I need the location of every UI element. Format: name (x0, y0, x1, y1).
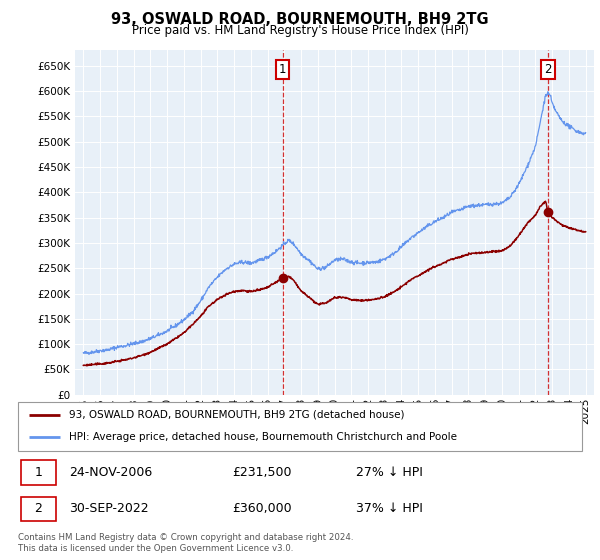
Text: 2: 2 (34, 502, 42, 515)
Text: 2: 2 (544, 63, 552, 76)
Text: 93, OSWALD ROAD, BOURNEMOUTH, BH9 2TG (detached house): 93, OSWALD ROAD, BOURNEMOUTH, BH9 2TG (d… (69, 410, 404, 420)
Text: £360,000: £360,000 (232, 502, 292, 515)
Text: Contains HM Land Registry data © Crown copyright and database right 2024.
This d: Contains HM Land Registry data © Crown c… (18, 533, 353, 553)
Text: 1: 1 (34, 466, 42, 479)
Text: 24-NOV-2006: 24-NOV-2006 (69, 466, 152, 479)
Text: 1: 1 (279, 63, 286, 76)
Text: £231,500: £231,500 (232, 466, 292, 479)
Text: 93, OSWALD ROAD, BOURNEMOUTH, BH9 2TG: 93, OSWALD ROAD, BOURNEMOUTH, BH9 2TG (111, 12, 489, 27)
Text: 27% ↓ HPI: 27% ↓ HPI (356, 466, 423, 479)
Text: HPI: Average price, detached house, Bournemouth Christchurch and Poole: HPI: Average price, detached house, Bour… (69, 432, 457, 442)
Text: 37% ↓ HPI: 37% ↓ HPI (356, 502, 423, 515)
Text: Price paid vs. HM Land Registry's House Price Index (HPI): Price paid vs. HM Land Registry's House … (131, 24, 469, 37)
FancyBboxPatch shape (21, 497, 56, 521)
FancyBboxPatch shape (21, 460, 56, 484)
FancyBboxPatch shape (18, 402, 582, 451)
Text: 30-SEP-2022: 30-SEP-2022 (69, 502, 148, 515)
